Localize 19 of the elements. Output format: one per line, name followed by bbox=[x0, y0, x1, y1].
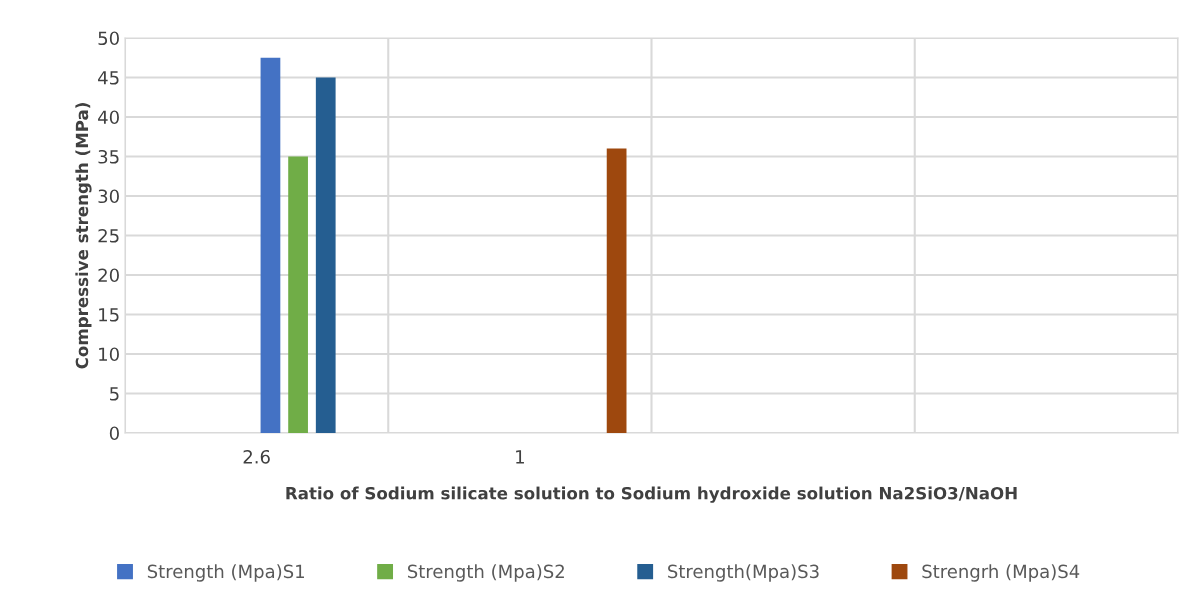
legend-label: Strengrh (Mpa)S4 bbox=[922, 564, 1080, 582]
y-tick-label: 15 bbox=[99, 308, 119, 322]
y-tick-label: 40 bbox=[98, 110, 119, 125]
y-tick-label: 0 bbox=[109, 426, 119, 441]
y-tick-label: 5 bbox=[110, 387, 119, 401]
x-tick-label: 1 bbox=[516, 450, 524, 464]
legend-label: Strength (Mpa)S2 bbox=[407, 564, 564, 582]
y-tick-label: 50 bbox=[98, 31, 119, 46]
y-axis-title: Compressive strength (MPa) bbox=[75, 103, 92, 369]
x-tick-label: 2.6 bbox=[243, 449, 270, 464]
y-tick-label: 35 bbox=[98, 149, 119, 164]
y-tick-label: 25 bbox=[98, 228, 119, 243]
y-tick-label: 45 bbox=[98, 71, 119, 85]
legend-label: Strength (Mpa)S1 bbox=[147, 564, 304, 582]
y-tick-label: 10 bbox=[99, 347, 119, 362]
x-axis-title: Ratio of Sodium silicate solution to Sodium hydroxide solution Na2SiO3/NaOH bbox=[286, 486, 1017, 503]
y-tick-label: 20 bbox=[98, 268, 119, 283]
legend-label: Strength(Mpa)S3 bbox=[668, 564, 819, 582]
y-tick-label: 30 bbox=[98, 189, 119, 204]
